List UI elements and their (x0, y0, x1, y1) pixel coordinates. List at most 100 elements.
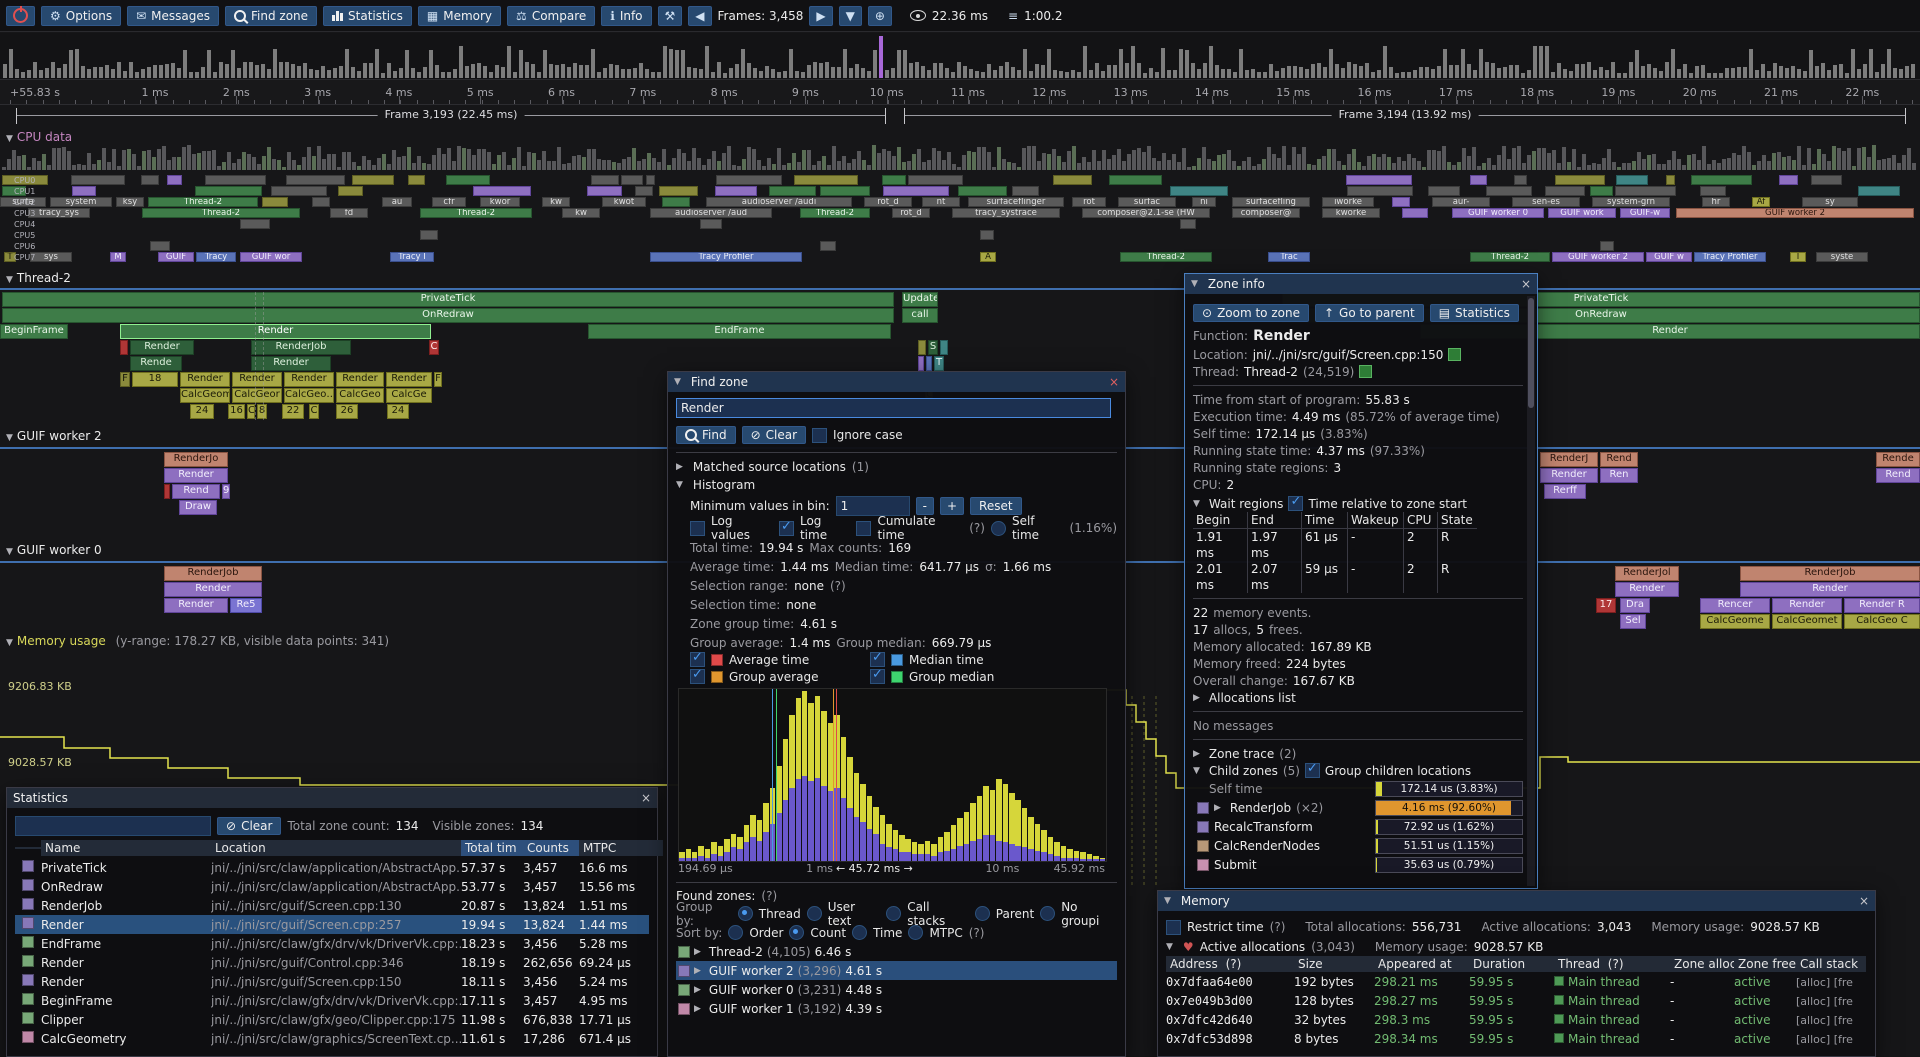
frame-bar[interactable] (1281, 68, 1285, 78)
timeline-zone[interactable]: RenderJo (164, 452, 228, 467)
frame-bar[interactable] (555, 65, 559, 78)
frame-bar[interactable] (1353, 64, 1357, 78)
frame-bar[interactable] (297, 66, 301, 78)
frame-bar[interactable] (945, 68, 949, 78)
frame-bar[interactable] (1461, 49, 1465, 78)
filter-zones-input[interactable] (15, 816, 211, 836)
timeline-zone[interactable]: syste (1816, 252, 1868, 262)
timeline-zone[interactable] (1514, 175, 1527, 185)
frame-bar[interactable] (753, 68, 757, 78)
active-allocations-section-label[interactable]: Active allocations (1199, 939, 1306, 954)
legend-checkbox[interactable] (870, 667, 885, 684)
frame-bar[interactable] (915, 62, 919, 78)
frame-bar[interactable] (9, 49, 13, 78)
frame-bar[interactable] (1377, 70, 1381, 78)
timeline-zone[interactable]: Render (120, 324, 431, 339)
timeline-zone[interactable] (1665, 175, 1676, 185)
frame-bar[interactable] (369, 63, 373, 78)
frame-bar[interactable] (339, 66, 343, 78)
frame-bar[interactable] (441, 72, 445, 78)
frame-bar[interactable] (1101, 71, 1105, 78)
frame-bar[interactable] (1653, 68, 1657, 78)
frame-bar[interactable] (1443, 49, 1447, 78)
frame-bar[interactable] (507, 46, 511, 78)
frame-bar[interactable] (1089, 70, 1093, 78)
frame-bar[interactable] (651, 72, 655, 78)
timeline-zone[interactable] (918, 340, 926, 355)
frame-bar[interactable] (1449, 65, 1453, 78)
timeline-zone[interactable]: system-grn (1592, 197, 1670, 207)
child-zone-row[interactable]: Self time 172.14 us (3.83%) (1193, 779, 1523, 798)
thread-section-header-t2[interactable]: ▼ Thread-2 (6, 271, 71, 285)
table-row[interactable]: Render jni/../jni/src/guif/Screen.cpp:257… (15, 915, 649, 934)
group-by-radio[interactable] (886, 906, 902, 921)
frame-bar[interactable] (1821, 63, 1825, 78)
frame-bar[interactable] (183, 50, 187, 78)
zone-group-row[interactable]: ▶ GUIF worker 0 (3,231) 4.48 s (676, 980, 1117, 999)
timeline-zone[interactable]: CalcGeo C (1844, 614, 1920, 629)
expand-icon[interactable]: ▶ (694, 984, 701, 995)
timeline-zone[interactable]: Render (336, 372, 384, 387)
frame-bar[interactable] (1125, 63, 1129, 78)
frame-bar[interactable] (69, 50, 73, 78)
child-zone-row[interactable]: RecalcTransform 72.92 us (1.62%) (1193, 817, 1523, 836)
timeline-zone[interactable]: Render (1615, 582, 1679, 597)
frame-bar[interactable] (87, 69, 91, 78)
frame-bar[interactable] (993, 70, 997, 78)
toolbar-button-info[interactable]: ℹ Info (601, 5, 652, 26)
frame-bar[interactable] (1119, 49, 1123, 78)
timeline-zone[interactable]: Af (1752, 197, 1770, 207)
frame-bar[interactable] (321, 66, 325, 78)
frame-bar[interactable] (363, 63, 367, 78)
frame-bar[interactable] (27, 70, 31, 78)
timeline-zone[interactable]: sen-es (1512, 197, 1580, 207)
frame-bar[interactable] (903, 50, 907, 78)
sort-by-radio[interactable] (852, 925, 868, 940)
frame-bar[interactable] (513, 72, 517, 78)
timeline-zone[interactable] (271, 186, 327, 196)
zone-group-row[interactable]: ▶ GUIF worker 1 (3,192) 4.39 s (676, 999, 1117, 1018)
timeline-zone[interactable]: CalcGeome (180, 388, 230, 403)
timeline-zone[interactable]: tracy_sys (28, 208, 90, 218)
timeline-zone[interactable] (194, 186, 262, 196)
frame-bar[interactable] (669, 49, 673, 78)
child-zone-row[interactable]: Submit 35.63 us (0.79%) (1193, 855, 1523, 874)
toolbar-button-statistics[interactable]: Statistics (323, 5, 412, 26)
timeline-zone[interactable]: C (247, 404, 255, 419)
timeline-zone[interactable]: M (110, 252, 126, 262)
frame-bar[interactable] (123, 71, 127, 78)
frame-bar[interactable] (1713, 73, 1717, 78)
timeline-zone[interactable] (120, 340, 128, 355)
help-marker[interactable]: (?) (1217, 956, 1246, 972)
frame-bar[interactable] (1011, 67, 1015, 78)
timeline-zone[interactable]: S (928, 340, 938, 355)
timeline-zone[interactable] (1427, 186, 1461, 196)
table-row[interactable]: BeginFrame jni/../jni/src/claw/gfx/drv/vk… (15, 991, 649, 1010)
frame-bar[interactable] (1359, 66, 1363, 78)
frame-bar[interactable] (627, 69, 631, 78)
frame-bar[interactable] (1545, 46, 1549, 78)
timeline-zone[interactable]: Render R (1844, 598, 1920, 613)
frame-bar[interactable] (525, 62, 529, 78)
column-header-call-stack[interactable]: Call stack (1796, 956, 1866, 972)
column-header-size[interactable]: Size (1294, 956, 1374, 972)
timeline-zone[interactable] (980, 230, 994, 240)
frame-bar[interactable] (933, 63, 937, 78)
frame-bar[interactable] (1839, 64, 1843, 78)
call-stack-link[interactable]: [alloc] (1796, 975, 1834, 989)
timeline-zone[interactable] (1779, 175, 1798, 185)
frame-bar[interactable] (285, 62, 289, 78)
clear-filter-button[interactable]: ⊘ Clear (217, 817, 282, 835)
timeline-zone[interactable] (1180, 219, 1196, 229)
timeline-zone[interactable]: T (4, 252, 16, 262)
go-to-parent-button[interactable]: ↑ Go to parent (1314, 304, 1424, 322)
frame-bar[interactable] (381, 73, 385, 78)
timeline-zone[interactable]: surfacefling (1232, 197, 1310, 207)
timeline-zone[interactable] (1345, 175, 1412, 185)
timeline-zone[interactable]: 26 (336, 404, 358, 419)
frame-bar[interactable] (1467, 64, 1471, 78)
frame-bar[interactable] (1047, 49, 1051, 78)
help-marker[interactable]: (?) (968, 925, 985, 940)
cumulate-time-checkbox[interactable] (856, 520, 872, 536)
frame-bar[interactable] (243, 62, 247, 78)
